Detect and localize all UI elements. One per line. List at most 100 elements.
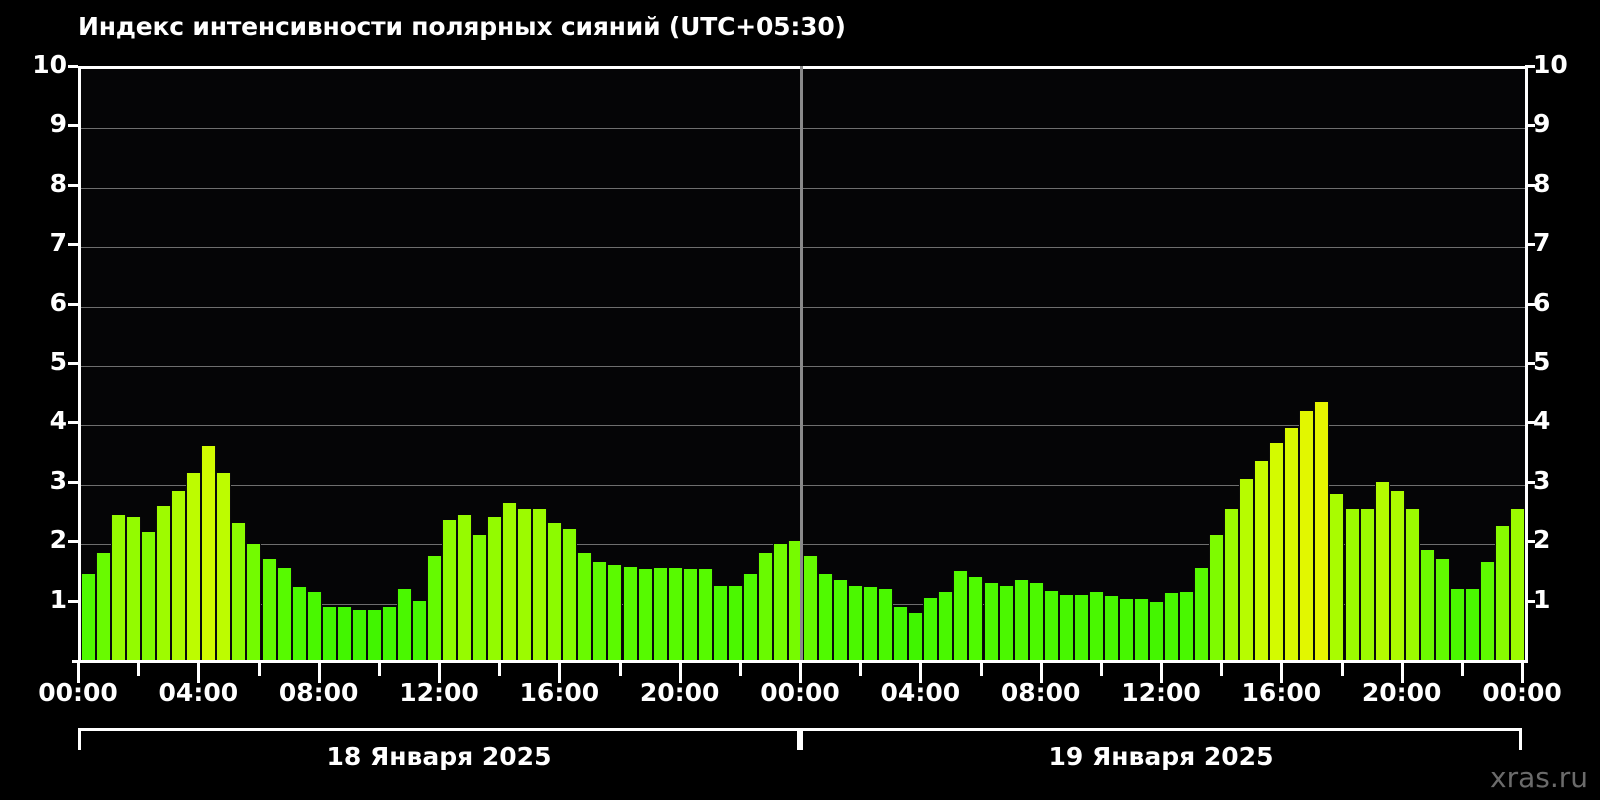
x-tick-label-28h: 04:00 <box>880 678 961 707</box>
bar <box>652 567 668 663</box>
bar <box>276 567 292 663</box>
bar <box>1013 579 1029 663</box>
x-tick-label-40h: 16:00 <box>1241 678 1322 707</box>
bar <box>171 490 187 663</box>
y-tick-mark-left-5 <box>68 362 78 365</box>
gridline-y-6 <box>81 306 1525 308</box>
watermark: xras.ru <box>1490 761 1588 794</box>
bar <box>396 588 412 663</box>
bar <box>366 609 382 663</box>
bar <box>532 508 548 663</box>
bar <box>1194 567 1210 663</box>
bar <box>1239 478 1255 663</box>
x-tick-label-36h: 12:00 <box>1121 678 1201 707</box>
y-tick-label-right-6: 6 <box>1533 287 1551 317</box>
bar <box>1314 401 1330 663</box>
bar <box>381 606 397 663</box>
x-tick-44h <box>1400 663 1404 683</box>
bar <box>261 559 277 663</box>
gridline-y-5 <box>81 366 1525 367</box>
gridline-y-3 <box>81 484 1525 486</box>
bar <box>1179 591 1195 663</box>
bar <box>1419 550 1435 663</box>
x-tick-label-48h: 00:00 <box>1482 678 1562 707</box>
x-tick-32h <box>1039 663 1043 683</box>
y-tick-mark-right-1 <box>1525 599 1535 603</box>
y-tick-mark-left-7 <box>68 243 78 247</box>
bar <box>833 579 849 663</box>
bar <box>818 573 834 663</box>
x-tick-0h <box>77 663 80 683</box>
x-tick-4h <box>197 663 201 683</box>
bar <box>291 586 307 663</box>
bar <box>1209 535 1225 663</box>
x-tick-label-20h: 20:00 <box>639 678 720 707</box>
bar <box>111 514 127 663</box>
day-bracket-1 <box>78 728 800 750</box>
x-tick-24h <box>799 663 802 683</box>
bar <box>1329 493 1345 663</box>
day-bracket-2 <box>800 728 1522 750</box>
x-tick-20h <box>678 663 682 683</box>
x-tick-label-12h: 12:00 <box>399 678 479 707</box>
x-tick-42h <box>1340 663 1344 676</box>
x-tick-46h <box>1460 663 1464 676</box>
bar <box>126 517 142 663</box>
x-tick-26h <box>859 663 863 676</box>
x-tick-label-16h: 16:00 <box>519 678 600 707</box>
bar <box>923 597 939 663</box>
bar <box>1359 508 1375 663</box>
bar <box>442 520 458 663</box>
bar <box>547 523 563 663</box>
bar <box>336 606 352 663</box>
bar <box>1269 443 1285 663</box>
plot-inner <box>81 69 1525 663</box>
bar <box>682 569 698 663</box>
bar <box>908 612 924 663</box>
bar <box>938 591 954 663</box>
bar <box>1389 490 1405 663</box>
bar <box>1479 562 1495 663</box>
y-tick-label-right-9: 9 <box>1533 109 1551 139</box>
bar <box>863 586 879 663</box>
bar <box>803 556 819 663</box>
bar <box>953 570 969 663</box>
x-tick-2h <box>137 663 141 676</box>
y-tick-mark-left-4 <box>68 421 78 425</box>
bar <box>727 585 743 663</box>
y-tick-label-right-7: 7 <box>1533 228 1551 258</box>
y-tick-mark-left-9 <box>68 124 78 128</box>
x-tick-label-24h: 00:00 <box>760 678 840 707</box>
x-tick-label-4h: 04:00 <box>158 678 239 707</box>
bar <box>141 532 157 663</box>
y-tick-mark-right-2 <box>1525 540 1535 544</box>
y-tick-mark-left-3 <box>68 480 78 484</box>
y-tick-mark-right-9 <box>1525 124 1535 128</box>
bar <box>757 553 773 663</box>
y-tick-label-left-4: 4 <box>49 406 67 436</box>
y-tick-label-right-3: 3 <box>1533 465 1551 495</box>
x-tick-34h <box>1099 663 1103 676</box>
gridline-y-9 <box>81 128 1525 130</box>
y-tick-mark-left-1 <box>68 599 78 603</box>
bar <box>1103 596 1119 663</box>
bar <box>306 591 322 663</box>
bar <box>1118 598 1134 663</box>
bar <box>1434 559 1450 663</box>
x-tick-40h <box>1280 663 1284 683</box>
y-tick-label-left-9: 9 <box>49 109 67 139</box>
bar <box>848 585 864 663</box>
x-tick-6h <box>257 663 261 676</box>
y-tick-mark-left-8 <box>68 183 78 187</box>
bar <box>1344 508 1360 663</box>
bar <box>321 606 337 663</box>
bar <box>1449 588 1465 663</box>
bar <box>1088 591 1104 663</box>
bar <box>607 565 623 663</box>
bar <box>1284 428 1300 663</box>
bar <box>1148 602 1164 663</box>
x-tick-22h <box>738 663 742 676</box>
y-tick-label-left-2: 2 <box>49 525 67 555</box>
bar <box>1133 598 1149 663</box>
x-tick-30h <box>979 663 983 676</box>
